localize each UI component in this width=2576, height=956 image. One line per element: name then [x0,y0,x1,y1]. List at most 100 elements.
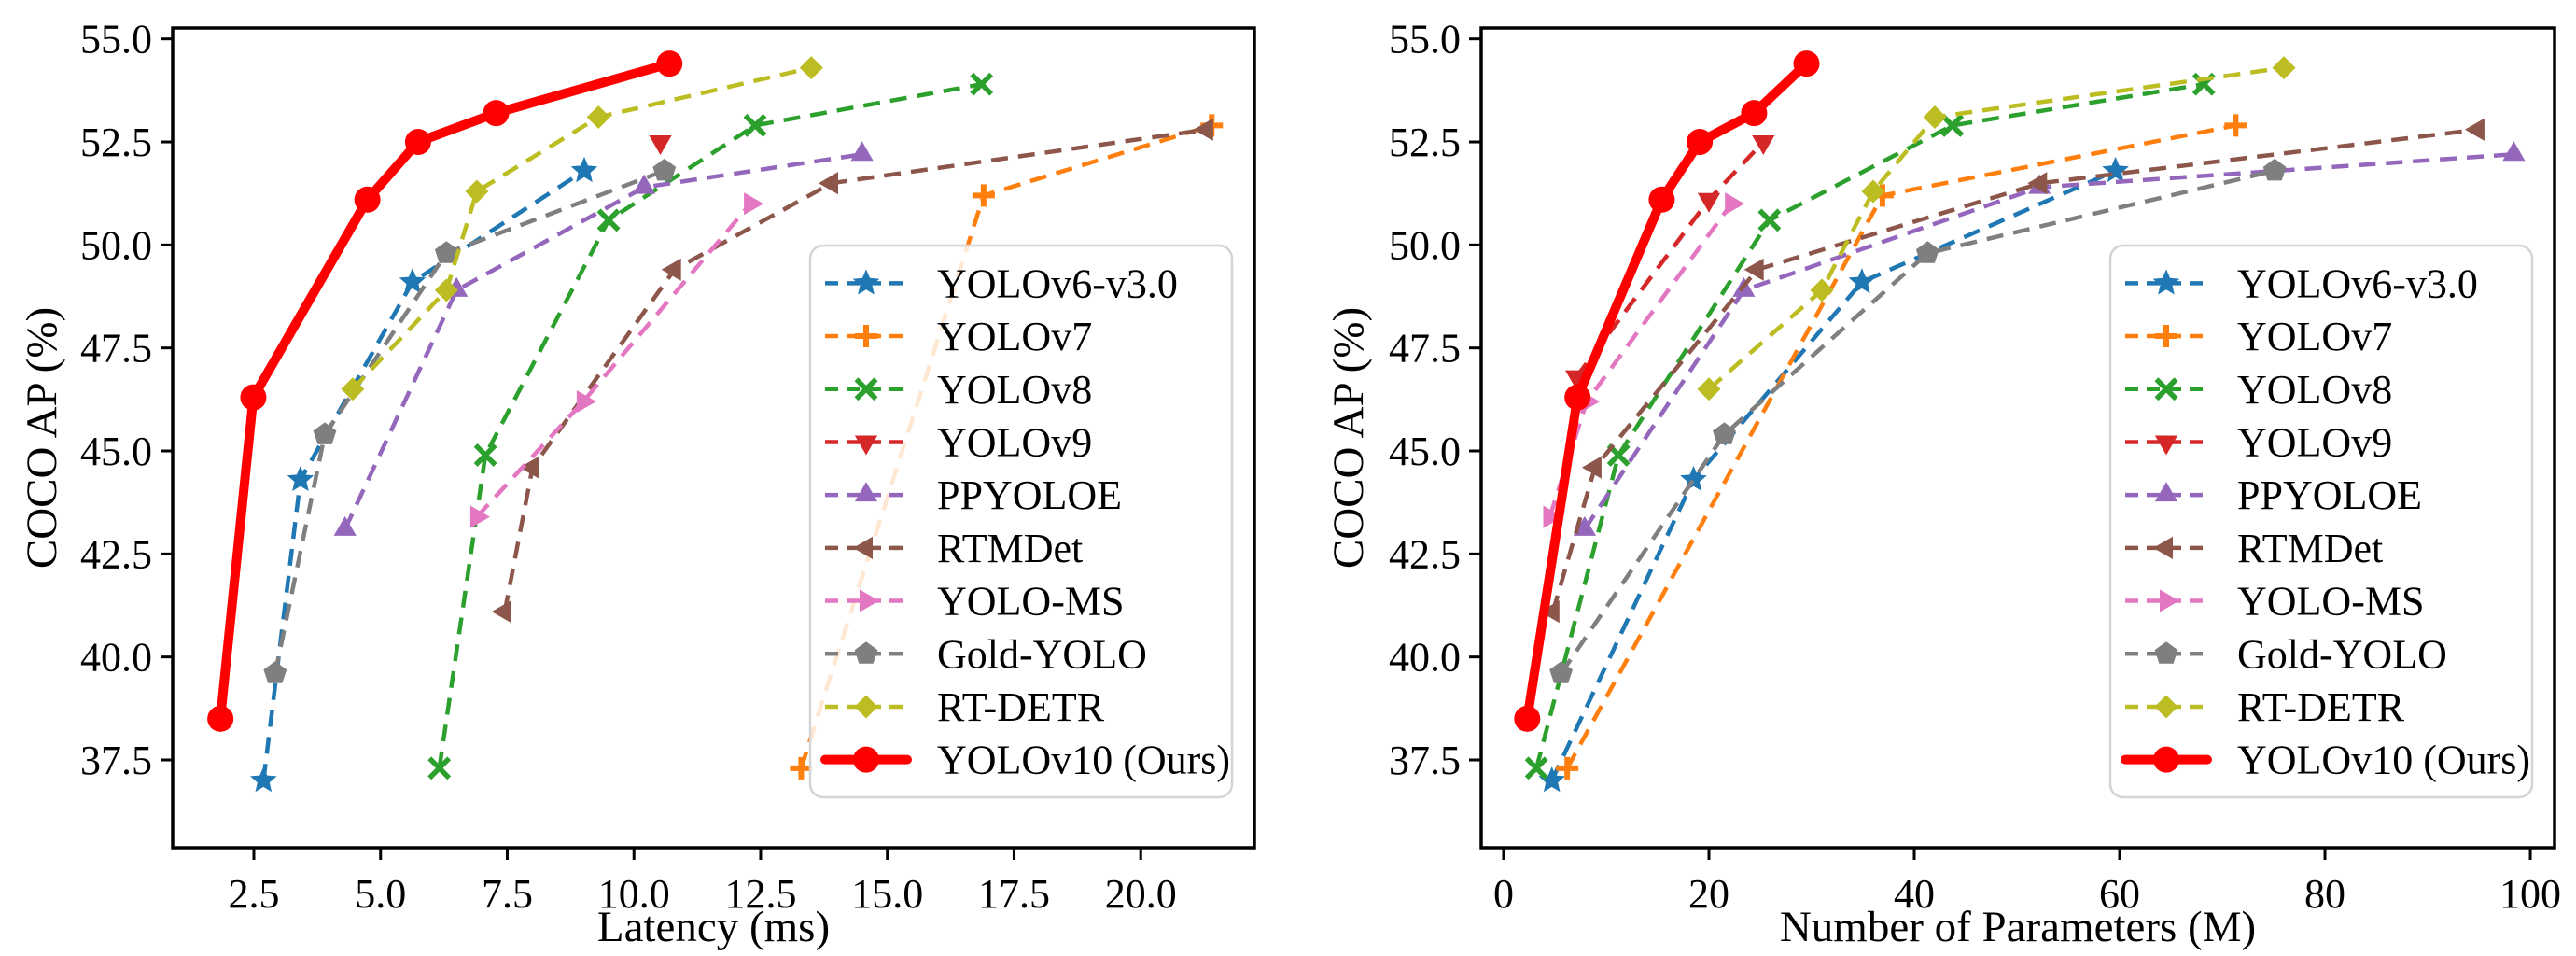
series-yolov6 [1538,156,2129,793]
series-line [273,168,665,674]
data-point-marker [341,377,365,401]
data-point-marker [333,515,357,536]
data-point-marker [596,208,621,232]
legend-label: PPYOLOE [2237,472,2422,518]
data-point-marker [1752,135,1775,155]
legend-item-yolov8: YOLOv8 [825,367,1092,413]
data-point-marker [860,589,879,612]
legend-item-yolov8: YOLOv8 [2125,367,2392,413]
legend-item-ppyoloe: PPYOLOE [2125,472,2422,518]
data-point-marker [799,56,823,80]
data-point-marker [1564,384,1591,411]
data-point-marker [2154,377,2178,401]
series-yolo-ms [469,192,764,528]
legend-label: YOLOv8 [2237,367,2392,413]
data-point-marker [790,756,813,780]
series-yolov7 [1556,114,2247,780]
series-yolov10 [1514,50,1820,732]
data-point-marker [2027,172,2048,195]
latency-plot: 2.5 5.0 7.5 10.0 12.5 15.0 17.5 20.0 37.5 40.0 42.… [18,17,1256,951]
legend-item-rtmdet: RTMDet [2125,526,2383,571]
data-point-marker [1741,100,1768,127]
legend-label: RT-DETR [2237,684,2405,730]
y-tick-label: 50.0 [1389,222,1461,268]
x-tick-label: 100 [2499,871,2561,917]
series-rt-detr [1697,56,2296,401]
legend-item-yolov9: YOLOv9 [825,419,1092,465]
legend: YOLOv6-v3.0 YOLOv7 YOLOv8 YOLOv9 PPYOLOE RTMD… [2108,244,2534,799]
legend-item-yolov9: YOLOv9 [2125,419,2392,465]
data-point-marker [854,641,878,664]
legend-item-yolov6: YOLOv6-v3.0 [2125,260,2478,306]
params-plot: 0 20 40 60 80 100 37.5 40.0 42.5 45.0 47.5 50.0 52.5… [1324,17,2561,951]
y-axis-label: COCO AP (%) [1324,307,1373,569]
x-tick-label: 60 [2099,871,2140,917]
series-gold-yolo [263,158,677,683]
data-point-marker [473,443,497,467]
legend-item-yolov6: YOLOv6-v3.0 [825,260,1178,306]
data-point-marker [1543,505,1563,528]
data-point-marker [576,390,596,414]
legend-item-yolov7: YOLOv7 [2125,314,2392,359]
data-point-marker [854,435,878,456]
data-point-marker [1743,258,1764,281]
data-point-marker [2152,269,2180,295]
series-line [261,169,586,781]
series-line [1549,168,2117,782]
legend-item-ppyoloe: PPYOLOE [825,472,1122,518]
data-point-marker [586,105,610,129]
data-point-marker [661,258,681,281]
data-point-marker [970,72,994,96]
legend-item-yolo-ms: YOLO-MS [825,579,1124,625]
data-point-marker [1915,241,1939,263]
x-tick-label: 5.0 [355,871,406,917]
data-point-marker [1549,661,1573,683]
x-tick-label: 10.0 [598,871,670,917]
data-point-marker [240,384,267,411]
y-tick-label: 52.5 [80,120,152,165]
legend-label: YOLOv9 [937,419,1092,465]
data-point-marker [2272,56,2296,80]
data-point-marker [1697,377,1721,401]
data-point-marker [854,695,878,719]
legend-label: YOLOv9 [2237,419,2392,465]
data-point-marker [1573,515,1596,536]
series-line [1583,152,2514,531]
data-point-marker [854,482,878,502]
data-point-marker [1697,192,1721,213]
data-point-marker [1940,113,1965,137]
data-point-marker [1757,208,1782,232]
series-rtmdet [1539,118,2485,624]
series-line [1550,127,2479,612]
data-point-marker [1556,756,1579,780]
data-point-marker [2160,589,2179,612]
data-point-marker [465,179,489,204]
series-line [351,65,812,391]
series-ppyoloe [333,141,874,536]
data-point-marker [1648,186,1675,213]
series-line [475,202,752,519]
legend-label: YOLOv8 [937,367,1092,413]
y-tick-label: 55.0 [1389,17,1461,63]
series-yolov9 [649,135,672,155]
legend-label: YOLO-MS [2237,579,2424,625]
data-point-marker [1538,766,1565,793]
legend-item-rt-detr: RT-DETR [825,684,1105,730]
legend-item-rt-detr: RT-DETR [2125,684,2405,730]
data-point-marker [404,129,431,156]
data-point-marker [2153,536,2173,559]
data-point-marker [1810,278,1834,302]
data-point-marker [2154,641,2178,664]
legend-item-yolov7: YOLOv7 [825,314,1092,359]
y-axis-label: COCO AP (%) [18,307,66,569]
x-axis-label: Latency (ms) [597,903,830,951]
data-point-marker [1193,118,1213,141]
data-point-marker [287,465,315,491]
series-rtmdet [491,118,1213,624]
y-tick-label: 55.0 [80,17,152,63]
y-tick-label: 45.0 [1389,429,1461,474]
data-point-marker [2502,141,2526,162]
legend-label: YOLOv6-v3.0 [937,260,1178,306]
